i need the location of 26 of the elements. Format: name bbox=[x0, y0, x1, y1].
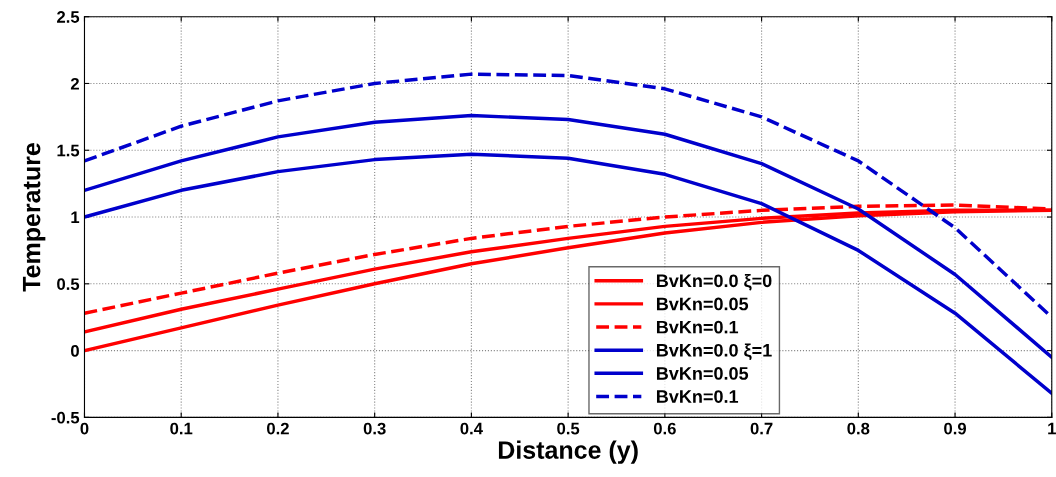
x-axis-title: Distance (y) bbox=[498, 440, 638, 464]
x-tick-label: 0.1 bbox=[170, 422, 193, 435]
x-tick-label: 0.2 bbox=[267, 422, 289, 435]
x-tick-label: 0.9 bbox=[944, 422, 967, 435]
y-tick-label: 1 bbox=[71, 211, 80, 224]
legend-label: BvKn=0.05 bbox=[656, 367, 749, 380]
legend-label: BvKn=0.0 ξ=1 bbox=[656, 343, 772, 361]
legend-label: BvKn=0.1 bbox=[656, 320, 739, 334]
x-tick-label: 0.7 bbox=[750, 422, 773, 435]
y-tick-label: 2 bbox=[70, 77, 79, 90]
x-tick-label: 0.8 bbox=[847, 422, 870, 435]
y-tick-label: -0.5 bbox=[51, 411, 80, 424]
x-tick-label: 0 bbox=[80, 422, 89, 435]
y-tick-label: 1.5 bbox=[57, 144, 80, 157]
x-tick-label: 1 bbox=[1048, 422, 1056, 435]
x-tick-label: 0.4 bbox=[460, 422, 483, 435]
legend-label: BvKn=0.0 ξ=0 bbox=[656, 273, 772, 291]
y-tick-label: 2.5 bbox=[57, 11, 80, 23]
legend-label: BvKn=0.1 bbox=[656, 390, 739, 403]
x-tick-label: 0.6 bbox=[653, 422, 676, 435]
y-tick-label: 0.5 bbox=[57, 278, 80, 291]
y-tick-label: 0 bbox=[71, 345, 79, 357]
legend-label: BvKn=0.05 bbox=[656, 297, 749, 311]
x-tick-label: 0.5 bbox=[557, 422, 580, 435]
x-tick-label: 0.3 bbox=[363, 422, 386, 435]
y-axis-title: Temperature bbox=[22, 143, 46, 292]
